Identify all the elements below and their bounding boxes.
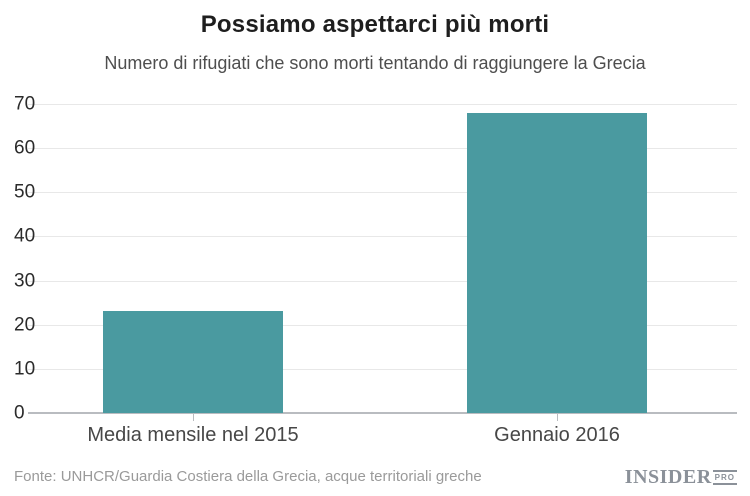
y-axis-tick-label: 20 <box>14 314 36 336</box>
x-axis-tick <box>193 414 194 421</box>
gridline <box>28 324 737 326</box>
y-axis-tick-label: 30 <box>14 270 36 292</box>
gridline <box>28 104 737 105</box>
chart-subtitle: Numero di rifugiati che sono morti tenta… <box>104 53 646 73</box>
logo-text-pro: PRO <box>712 470 737 485</box>
y-axis-tick-label: 60 <box>14 137 36 159</box>
y-axis-tick-label: 40 <box>14 225 36 247</box>
gridline <box>28 148 737 150</box>
x-axis-tick <box>557 414 558 421</box>
x-axis-line <box>28 412 737 414</box>
gridline <box>28 368 737 370</box>
x-axis-label: Media mensile nel 2015 <box>87 424 299 446</box>
chart-title: Possiamo aspettarci più morti <box>200 11 550 38</box>
gridline <box>28 192 737 194</box>
y-axis-tick-label: 50 <box>14 181 36 203</box>
bar-1 <box>103 311 283 413</box>
x-axis-label: Gennaio 2016 <box>494 424 620 446</box>
logo-text-insider: INSIDER <box>624 466 712 488</box>
bar-2 <box>467 112 647 413</box>
y-axis-tick-label: 70 <box>14 93 36 115</box>
y-axis-tick-label: 10 <box>14 358 36 380</box>
y-axis-tick-label: 0 <box>14 402 25 424</box>
insider-pro-logo: INSIDER PRO <box>625 466 737 489</box>
gridline <box>28 236 737 238</box>
source-text: Fonte: UNHCR/Guardia Costiera della Grec… <box>14 468 482 485</box>
gridline <box>28 280 737 282</box>
